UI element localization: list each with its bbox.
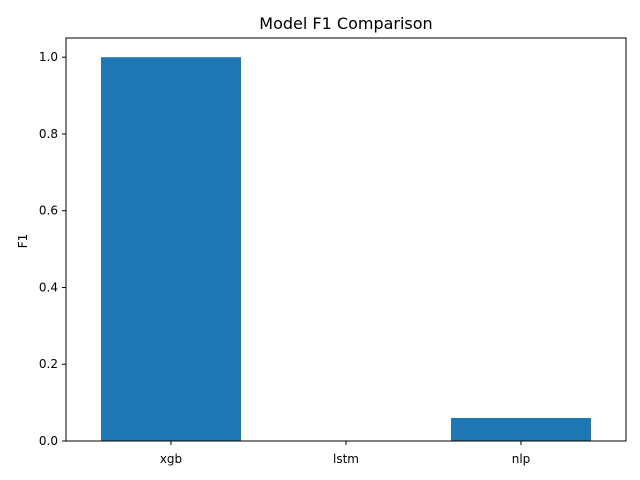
y-tick-label: 0.4 xyxy=(39,280,58,294)
y-tick-label: 0.2 xyxy=(39,357,58,371)
plot-area: xgb lstm nlp 0.0 0.2 0.4 0.6 0.8 1.0 xyxy=(39,50,591,466)
y-tick-label: 1.0 xyxy=(39,50,58,64)
x-tick-label: lstm xyxy=(333,452,359,466)
bar-xgb xyxy=(101,57,241,441)
x-tick-label: nlp xyxy=(512,452,531,466)
y-tick-label: 0.6 xyxy=(39,204,58,218)
chart-title: Model F1 Comparison xyxy=(259,14,432,33)
y-tick-label: 0.8 xyxy=(39,127,58,141)
y-tick-label: 0.0 xyxy=(39,434,58,448)
x-tick-label: xgb xyxy=(160,452,182,466)
plot-frame xyxy=(65,37,627,442)
y-axis-label: F1 xyxy=(16,234,30,249)
bar-nlp xyxy=(451,417,591,441)
